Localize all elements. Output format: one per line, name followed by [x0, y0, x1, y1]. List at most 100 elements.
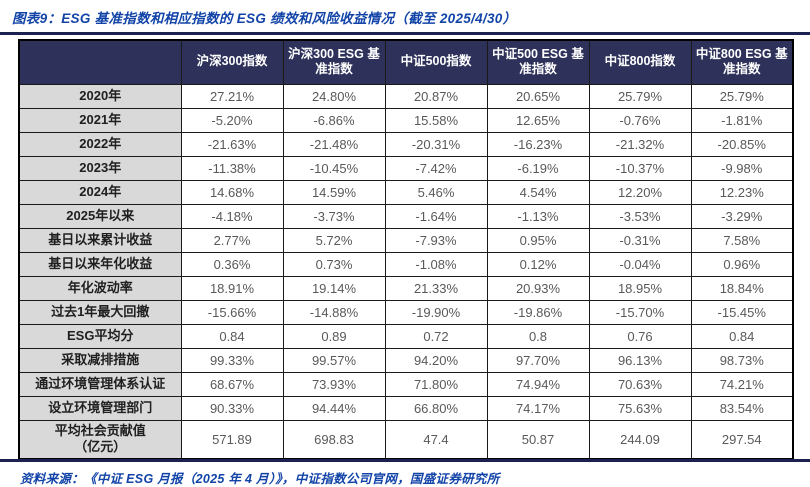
cell-value: 0.72	[384, 323, 488, 349]
cell-value: -1.81%	[690, 107, 794, 133]
cell-value: 73.93%	[282, 371, 386, 397]
cell-value: -3.29%	[690, 203, 794, 229]
row-label: 平均社会贡献值 （亿元）	[18, 419, 182, 460]
cell-value: -0.76%	[588, 107, 692, 133]
cell-value: -5.20%	[180, 107, 284, 133]
cell-value: 20.93%	[486, 275, 590, 301]
cell-value: 15.58%	[384, 107, 488, 133]
cell-value: 2.77%	[180, 227, 284, 253]
col-header-hs300-esg: 沪深300 ESG 基准指数	[282, 39, 386, 85]
cell-value: 0.89	[282, 323, 386, 349]
cell-value: 0.76	[588, 323, 692, 349]
cell-value: 7.58%	[690, 227, 794, 253]
cell-value: 0.96%	[690, 251, 794, 277]
row-label: 2023年	[18, 155, 182, 181]
cell-value: 24.80%	[282, 83, 386, 109]
cell-value: 94.44%	[282, 395, 386, 421]
row-label: 2020年	[18, 83, 182, 109]
cell-value: 19.14%	[282, 275, 386, 301]
row-label: 设立环境管理部门	[18, 395, 182, 421]
cell-value: -6.86%	[282, 107, 386, 133]
cell-value: 12.65%	[486, 107, 590, 133]
cell-value: 0.95%	[486, 227, 590, 253]
table-row: 年化波动率 18.91% 19.14% 21.33% 20.93% 18.95% 18.84…	[18, 275, 794, 301]
cell-value: 50.87	[486, 419, 590, 460]
table-header: 沪深300指数 沪深300 ESG 基准指数 中证500指数 中证500 ESG…	[18, 39, 794, 85]
table-row: 2023年 -11.38% -10.45% -7.42% -6.19% -10.37% -9…	[18, 155, 794, 181]
cell-value: 20.65%	[486, 83, 590, 109]
cell-value: -15.45%	[690, 299, 794, 325]
cell-value: 5.72%	[282, 227, 386, 253]
cell-value: -1.13%	[486, 203, 590, 229]
esg-index-table: 沪深300指数 沪深300 ESG 基准指数 中证500指数 中证500 ESG…	[18, 39, 794, 461]
cell-value: 0.84	[180, 323, 284, 349]
cell-value: 0.12%	[486, 251, 590, 277]
table-row: 通过环境管理体系认证 68.67% 73.93% 71.80% 74.94% 70.63%…	[18, 371, 794, 397]
cell-value: -1.08%	[384, 251, 488, 277]
cell-value: -19.86%	[486, 299, 590, 325]
cell-value: 5.46%	[384, 179, 488, 205]
cell-value: 571.89	[180, 419, 284, 460]
row-label: 基日以来累计收益	[18, 227, 182, 253]
table-row: 基日以来累计收益 2.77% 5.72% -7.93% 0.95% -0.31% 7.58%	[18, 227, 794, 253]
cell-value: -21.48%	[282, 131, 386, 157]
cell-value: 66.80%	[384, 395, 488, 421]
table-row: 过去1年最大回撤 -15.66% -14.88% -19.90% -19.86% -15.…	[18, 299, 794, 325]
cell-value: 0.84	[690, 323, 794, 349]
cell-value: -7.93%	[384, 227, 488, 253]
cell-value: -20.31%	[384, 131, 488, 157]
cell-value: -21.63%	[180, 131, 284, 157]
cell-value: -11.38%	[180, 155, 284, 181]
cell-value: -7.42%	[384, 155, 488, 181]
table-row: 2022年 -21.63% -21.48% -20.31% -16.23% -21.32%…	[18, 131, 794, 157]
cell-value: 18.95%	[588, 275, 692, 301]
cell-value: 12.20%	[588, 179, 692, 205]
cell-value: 18.91%	[180, 275, 284, 301]
cell-value: -10.45%	[282, 155, 386, 181]
col-header-empty	[18, 39, 182, 85]
cell-value: -0.04%	[588, 251, 692, 277]
cell-value: -9.98%	[690, 155, 794, 181]
row-label: 2024年	[18, 179, 182, 205]
cell-value: -16.23%	[486, 131, 590, 157]
cell-value: -14.88%	[282, 299, 386, 325]
table-row: 2020年 27.21% 24.80% 20.87% 20.65% 25.79% 25.79…	[18, 83, 794, 109]
cell-value: 75.63%	[588, 395, 692, 421]
cell-value: 4.54%	[486, 179, 590, 205]
row-label: 基日以来年化收益	[18, 251, 182, 277]
row-label: 采取减排措施	[18, 347, 182, 373]
cell-value: 14.59%	[282, 179, 386, 205]
table-row: 2021年 -5.20% -6.86% 15.58% 12.65% -0.76% -1.81…	[18, 107, 794, 133]
cell-value: 94.20%	[384, 347, 488, 373]
cell-value: 99.57%	[282, 347, 386, 373]
row-label: 2021年	[18, 107, 182, 133]
cell-value: -3.73%	[282, 203, 386, 229]
col-header-hs300: 沪深300指数	[180, 39, 284, 85]
col-header-zz500: 中证500指数	[384, 39, 488, 85]
table-row: 设立环境管理部门 90.33% 94.44% 66.80% 74.17% 75.63% 83…	[18, 395, 794, 421]
cell-value: -6.19%	[486, 155, 590, 181]
col-header-zz500-esg: 中证500 ESG 基准指数	[486, 39, 590, 85]
cell-value: 0.73%	[282, 251, 386, 277]
table-row: 采取减排措施 99.33% 99.57% 94.20% 97.70% 96.13% 98.7…	[18, 347, 794, 373]
figure-title: 图表9：ESG 基准指数和相应指数的 ESG 绩效和风险收益情况（截至 2025…	[12, 11, 517, 26]
source-note: 资料来源：《中证 ESG 月报（2025 年 4 月）》，中证指数公司官网，国盛…	[20, 472, 500, 486]
cell-value: -19.90%	[384, 299, 488, 325]
cell-value: -15.66%	[180, 299, 284, 325]
col-header-zz800: 中证800指数	[588, 39, 692, 85]
cell-value: 71.80%	[384, 371, 488, 397]
table-row: 基日以来年化收益 0.36% 0.73% -1.08% 0.12% -0.04% 0.96%	[18, 251, 794, 277]
cell-value: 0.8	[486, 323, 590, 349]
cell-value: 18.84%	[690, 275, 794, 301]
cell-value: 74.21%	[690, 371, 794, 397]
col-header-zz800-esg: 中证800 ESG 基准指数	[690, 39, 794, 85]
cell-value: 20.87%	[384, 83, 488, 109]
cell-value: 27.21%	[180, 83, 284, 109]
cell-value: -20.85%	[690, 131, 794, 157]
row-label: 2022年	[18, 131, 182, 157]
cell-value: -10.37%	[588, 155, 692, 181]
table-row: 平均社会贡献值 （亿元） 571.89 698.83 47.4 50.87 244.09 2…	[18, 419, 794, 460]
cell-value: 14.68%	[180, 179, 284, 205]
cell-value: -21.32%	[588, 131, 692, 157]
